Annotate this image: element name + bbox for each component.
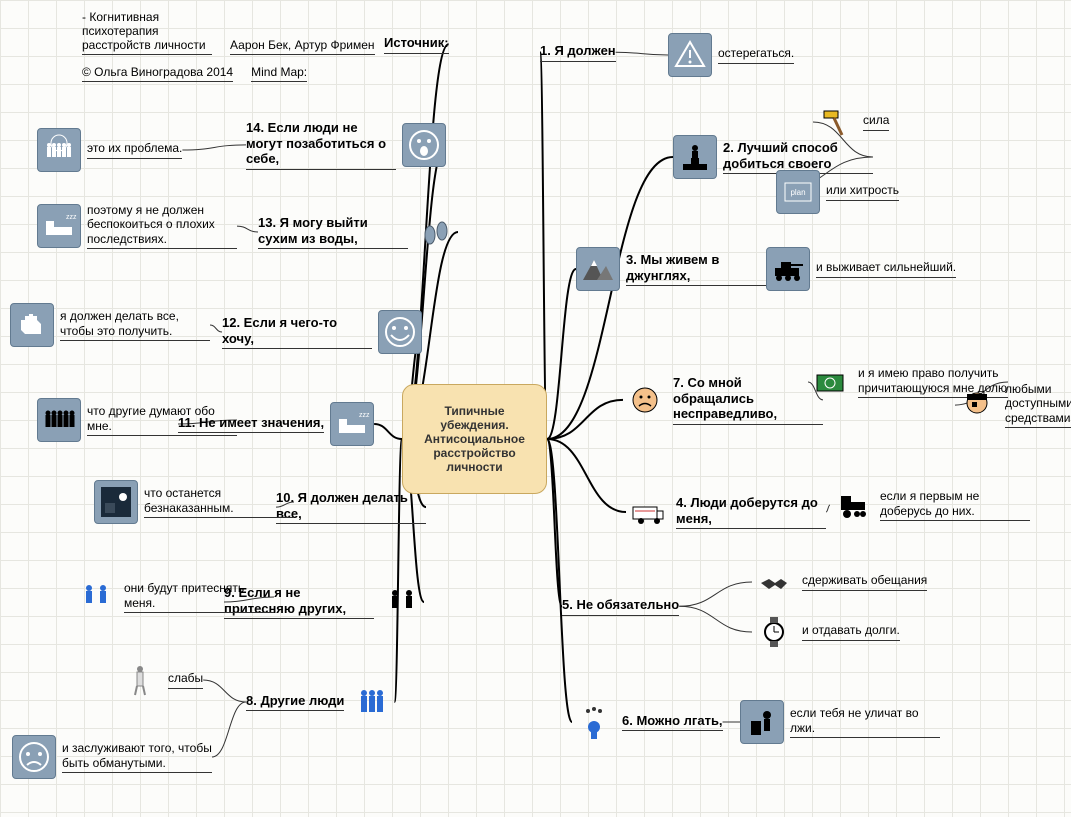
bed-icon: zzz	[330, 402, 374, 446]
mindmap-node: 3. Мы живем в джунглях,	[576, 247, 776, 291]
node-label: 3. Мы живем в джунглях,	[626, 252, 776, 286]
source-authors: Аарон Бек, Артур Фримен	[230, 38, 375, 55]
node-label: и заслуживают того, чтобы быть обманутым…	[62, 741, 212, 773]
mindmap-node: Источник:	[384, 35, 449, 54]
node-label: поэтому я не должен беспокоиться о плохи…	[87, 203, 237, 249]
node-label: что останется безнаказанным.	[144, 486, 294, 518]
node-label: 7. Со мной обращались несправед­ливо,	[673, 375, 823, 425]
mindmap-node: сила	[813, 100, 889, 144]
mindmap-node: 12. Если я чего-то хочу,	[222, 310, 422, 354]
mindmap-node: что останется безнаказанным.	[94, 480, 294, 524]
node-label: остерегаться.	[718, 46, 794, 63]
node-label: 6. Можно лгать,	[622, 713, 723, 732]
node-label: 14. Если люди не могут позаботиться о се…	[246, 120, 396, 170]
hand-icon	[10, 303, 54, 347]
source-block: - Когнитивная психотерапия расстройств л…	[82, 8, 382, 84]
node-label: и отдавать долги.	[802, 623, 900, 640]
source-mindmap: Mind Map:	[251, 65, 307, 82]
node-label: сдерживать обещания	[802, 573, 927, 590]
node-label: 5. Не обязательно	[562, 597, 679, 616]
node-label: 12. Если я чего-то хочу,	[222, 315, 372, 349]
node-label: если я первым не доберусь до них.	[880, 489, 1030, 521]
mindmap-node: если я первым не доберусь до них.	[830, 483, 1030, 527]
node-label: если тебя не уличат во лжи.	[790, 706, 940, 738]
smile-icon	[378, 310, 422, 354]
train-icon	[830, 483, 874, 527]
node-label: или хитрость	[826, 183, 899, 200]
feet-icon	[414, 210, 458, 254]
sad-icon	[572, 700, 616, 744]
van-icon	[626, 490, 670, 534]
node-label: они будут притеснять меня.	[124, 581, 274, 613]
pirate-icon	[955, 383, 999, 427]
node-label: я должен делать все, чтобы это получить.	[60, 309, 210, 341]
handshake-icon	[752, 560, 796, 604]
speaker-icon	[740, 700, 784, 744]
mindmap-node: 4. Люди доберутся до меня,	[626, 490, 826, 534]
node-label: 10. Я должен делать все,	[276, 490, 426, 524]
podium-icon	[673, 135, 717, 179]
mindmap-node: и отдавать долги.	[752, 610, 900, 654]
mindmap-node: 1. Я должен	[540, 43, 616, 62]
mindmap-node: что другие думают обо мне.	[37, 398, 237, 442]
face-sad-icon	[12, 735, 56, 779]
mountain-icon	[576, 247, 620, 291]
center-topic-label: Типичные убеждения. Антисоциальное расст…	[409, 404, 540, 474]
node-label: любыми доступными средствами.	[1005, 382, 1071, 428]
svg-text:zzz: zzz	[66, 214, 77, 221]
node-label: 4. Люди доберутся до меня,	[676, 495, 826, 529]
fight2-icon	[74, 575, 118, 619]
mindmap-node: plan или хитрость	[776, 170, 899, 214]
mindmap-node: 10. Я должен делать все,	[276, 490, 426, 524]
source-book: - Когнитивная психотерапия расстройств л…	[82, 10, 212, 55]
warn-icon	[668, 33, 712, 77]
dark-icon	[94, 480, 138, 524]
node-label: 13. Я могу выйти сухим из воды,	[258, 215, 408, 249]
mindmap-node: 6. Можно лгать,	[572, 700, 723, 744]
mindmap-node: сдерживать обещания	[752, 560, 927, 604]
source-copyright: © Ольга Виноградова 2014	[82, 65, 233, 82]
money-icon	[808, 360, 852, 404]
mindmap-node: я должен делать все, чтобы это получить.	[10, 303, 210, 347]
bed-icon: zzz	[37, 204, 81, 248]
tank-icon	[766, 247, 810, 291]
mindmap-node: 14. Если люди не могут позаботиться о се…	[246, 120, 446, 170]
node-label: это их проблема.	[87, 141, 182, 158]
mindmap-node: 8. Другие люди	[246, 680, 394, 724]
face-scared-icon	[402, 123, 446, 167]
mindmap-node: они будут притеснять меня.	[74, 575, 274, 619]
mindmap-node: если тебя не уличат во лжи.	[740, 700, 940, 744]
node-label: Источник:	[384, 35, 449, 54]
mindmap-node: 7. Со мной обращались несправед­ливо,	[623, 375, 823, 425]
node-label: 8. Другие люди	[246, 693, 344, 712]
svg-text:zzz: zzz	[359, 412, 370, 419]
hammer-icon	[813, 100, 857, 144]
node-label: слабы	[168, 671, 203, 688]
group-icon	[350, 680, 394, 724]
mindmap-node: 13. Я могу выйти сухим из воды,	[258, 210, 458, 254]
mindmap-node: остерегаться.	[668, 33, 794, 77]
mindmap-node: zzz поэтому я не должен беспокоиться о пл…	[37, 203, 237, 249]
node-label: сила	[863, 113, 889, 130]
node-label: и выживает сильнейший.	[816, 260, 956, 277]
people-row-icon	[37, 398, 81, 442]
crowd-icon	[37, 128, 81, 172]
fight-icon	[380, 580, 424, 624]
angry-icon	[623, 378, 667, 422]
svg-text:plan: plan	[790, 188, 805, 197]
node-label: что другие думают обо мне.	[87, 404, 237, 436]
mindmap-node: и выживает сильнейший.	[766, 247, 956, 291]
mindmap-node: любыми доступными средствами.	[955, 382, 1071, 428]
mindmap-node: 5. Не обязательно	[562, 597, 679, 616]
watch-icon	[752, 610, 796, 654]
mindmap-node: слабы	[118, 658, 203, 702]
weak-icon	[118, 658, 162, 702]
plan-icon: plan	[776, 170, 820, 214]
mindmap-node: это их проблема.	[37, 128, 182, 172]
node-label: 2. Лучший способ добиться своего	[723, 140, 873, 174]
node-label: 1. Я должен	[540, 43, 616, 62]
center-topic: Типичные убеждения. Антисоциальное расст…	[402, 384, 547, 494]
mindmap-node: и заслуживают того, чтобы быть обманутым…	[12, 735, 212, 779]
